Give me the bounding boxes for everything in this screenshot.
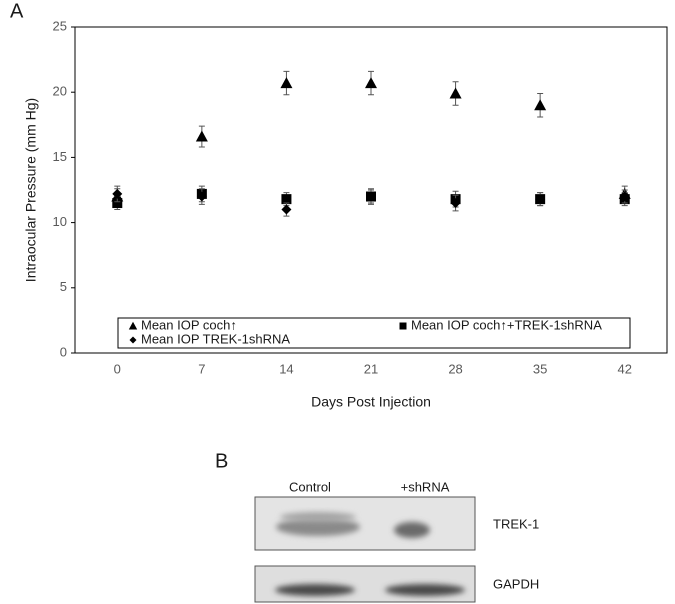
blot-column-label: +shRNA [401,479,450,494]
x-tick-label: 7 [198,361,205,376]
x-tick-label: 42 [617,361,631,376]
blot-panel [254,565,476,603]
marker [112,188,123,199]
y-tick-label: 0 [60,344,67,359]
marker [365,77,377,89]
blot-band [385,584,465,596]
blot-band [394,522,430,538]
x-tick-label: 28 [448,361,462,376]
legend-marker [128,321,138,330]
legend-marker [399,322,407,330]
blot-band [276,518,360,536]
marker [195,130,208,142]
blot-row-label: GAPDH [493,576,539,591]
y-tick-label: 10 [53,214,67,229]
x-tick-label: 21 [364,361,378,376]
legend-marker [129,336,137,344]
y-tick-label: 15 [53,149,67,164]
marker [619,191,630,202]
plot-area [74,26,668,354]
y-tick-label: 5 [60,279,67,294]
y-tick-label: 25 [53,18,67,33]
x-tick-label: 14 [279,361,293,376]
panel-label: A [10,0,24,22]
legend-label: Mean IOP coch↑ [141,317,237,332]
legend-label: Mean IOP coch↑+TREK-1shRNA [411,317,602,332]
y-axis-label: Intraocular Pressure (mm Hg) [23,98,39,282]
y-tick-label: 20 [53,84,67,99]
marker [450,198,461,209]
marker [112,198,123,209]
blot-column-label: Control [289,479,331,494]
legend [117,317,631,349]
x-tick-label: 35 [533,361,547,376]
blot-band [280,512,356,522]
marker [281,194,292,205]
blot-band [275,584,355,596]
marker [281,204,292,215]
x-axis-label: Days Post Injection [311,394,431,410]
marker [196,191,207,202]
marker [449,87,462,99]
blot-row-label: TREK-1 [493,516,539,531]
x-tick-label: 0 [114,361,121,376]
marker [535,194,546,205]
legend-label: Mean IOP TREK-1shRNA [141,331,290,346]
marker [534,99,547,111]
panel-label: B [215,450,228,472]
marker [280,77,293,89]
marker [366,191,376,202]
